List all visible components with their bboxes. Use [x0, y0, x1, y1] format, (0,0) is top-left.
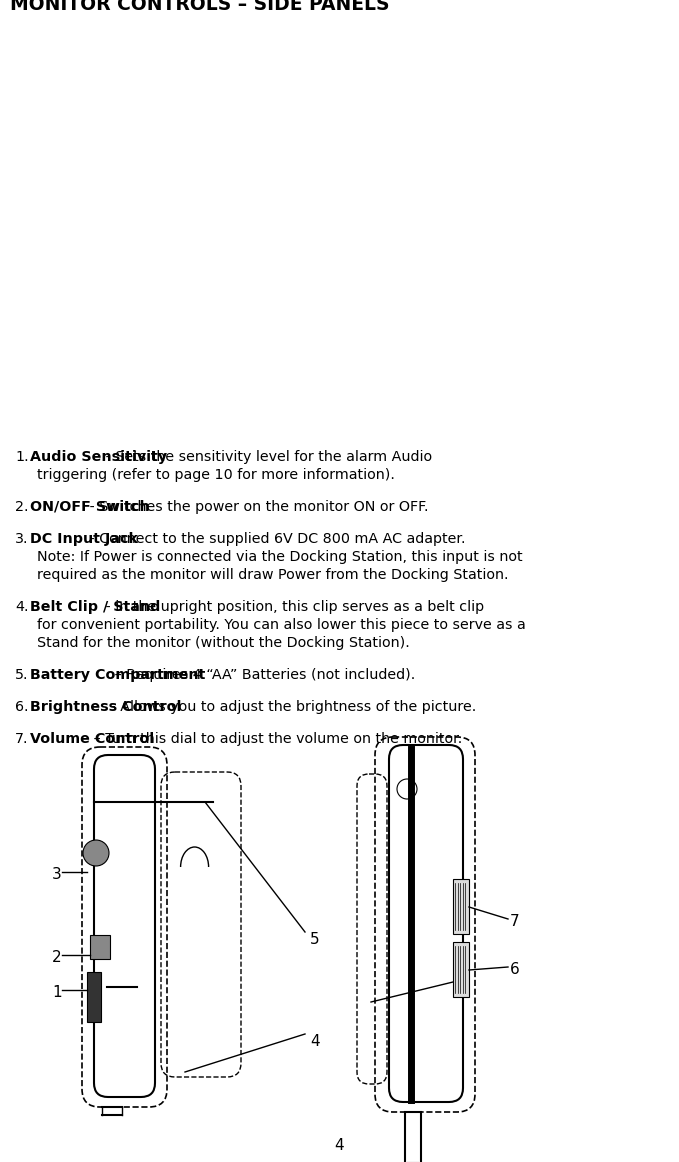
Text: – Turn this dial to adjust the volume on the monitor.: – Turn this dial to adjust the volume on… [89, 732, 462, 746]
Text: 6.: 6. [15, 700, 29, 713]
FancyBboxPatch shape [94, 755, 155, 1097]
Bar [453, 878, 469, 934]
Text: 7.: 7. [15, 732, 29, 746]
Text: triggering (refer to page 10 for more information).: triggering (refer to page 10 for more in… [37, 468, 395, 482]
Text: Audio Sensitivity: Audio Sensitivity [30, 450, 167, 464]
Text: Brightness Control: Brightness Control [30, 700, 181, 713]
Text: ON/OFF Switch: ON/OFF Switch [30, 500, 149, 514]
Text: 1.: 1. [15, 450, 29, 464]
Bar [405, 1112, 421, 1162]
Text: 4: 4 [310, 1034, 320, 1049]
Circle shape [397, 779, 417, 799]
Text: required as the monitor will draw Power from the Docking Station.: required as the monitor will draw Power … [37, 568, 509, 582]
Text: 4: 4 [335, 1138, 344, 1153]
Text: Stand for the monitor (without the Docking Station).: Stand for the monitor (without the Docki… [37, 636, 410, 650]
Text: - Connect to the supplied 6V DC 800 mA AC adapter.: - Connect to the supplied 6V DC 800 mA A… [85, 532, 465, 546]
Text: - Sets the sensitivity level for the alarm Audio: - Sets the sensitivity level for the ala… [101, 450, 433, 464]
Text: 6: 6 [510, 962, 519, 977]
Text: 2: 2 [52, 951, 62, 964]
Text: - in the upright position, this clip serves as a belt clip: - in the upright position, this clip ser… [101, 600, 485, 614]
Bar [87, 971, 101, 1023]
Text: 1: 1 [52, 985, 62, 1000]
Text: - Switches the power on the monitor ON or OFF.: - Switches the power on the monitor ON o… [85, 500, 428, 514]
Text: 5.: 5. [15, 668, 29, 682]
Bar [90, 935, 110, 959]
Text: MONITOR CONTROLS – SIDE PANELS: MONITOR CONTROLS – SIDE PANELS [10, 0, 390, 14]
FancyBboxPatch shape [389, 745, 463, 1102]
Text: – Requires 4 “AA” Batteries (not included).: – Requires 4 “AA” Batteries (not include… [110, 668, 415, 682]
Text: - Allows you to adjust the brightness of the picture.: - Allows you to adjust the brightness of… [106, 700, 476, 713]
Text: Note: If Power is connected via the Docking Station, this input is not: Note: If Power is connected via the Dock… [37, 550, 523, 564]
Text: Battery Compartment: Battery Compartment [30, 668, 205, 682]
Text: Belt Clip / Stand: Belt Clip / Stand [30, 600, 160, 614]
Text: 7: 7 [510, 914, 519, 928]
Text: 3: 3 [52, 867, 62, 882]
Bar [453, 942, 469, 997]
Text: Volume Control: Volume Control [30, 732, 154, 746]
Text: 4.: 4. [15, 600, 29, 614]
Text: for convenient portability. You can also lower this piece to serve as a: for convenient portability. You can also… [37, 618, 526, 632]
Circle shape [83, 840, 109, 866]
Text: 3.: 3. [15, 532, 29, 546]
Text: 2.: 2. [15, 500, 29, 514]
Text: DC Input Jack: DC Input Jack [30, 532, 138, 546]
Text: 5: 5 [310, 932, 320, 947]
